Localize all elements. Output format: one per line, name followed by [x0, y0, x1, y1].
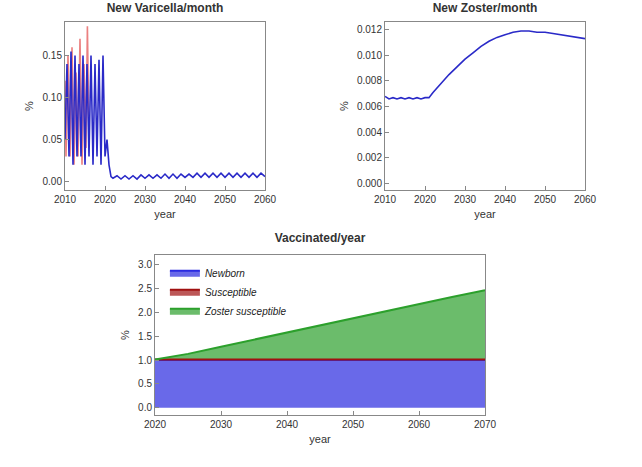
svg-text:2050: 2050 — [214, 194, 237, 205]
svg-text:2030: 2030 — [210, 419, 233, 430]
svg-text:0.012: 0.012 — [357, 24, 382, 35]
svg-text:0.006: 0.006 — [357, 101, 382, 112]
svg-text:year: year — [474, 208, 496, 220]
svg-text:2060: 2060 — [254, 194, 277, 205]
svg-text:2020: 2020 — [144, 419, 167, 430]
svg-text:0.00: 0.00 — [43, 176, 63, 187]
svg-text:2050: 2050 — [342, 419, 365, 430]
svg-text:0.5: 0.5 — [138, 378, 152, 389]
svg-text:0.004: 0.004 — [357, 127, 382, 138]
svg-text:2070: 2070 — [474, 419, 497, 430]
svg-text:0.002: 0.002 — [357, 152, 382, 163]
svg-text:1.5: 1.5 — [138, 331, 152, 342]
svg-text:%: % — [23, 101, 35, 111]
svg-text:Zoster susceptible: Zoster susceptible — [204, 306, 287, 317]
svg-text:New Varicella/month: New Varicella/month — [107, 1, 224, 15]
svg-text:2010: 2010 — [374, 194, 397, 205]
svg-text:2050: 2050 — [534, 194, 557, 205]
svg-text:2020: 2020 — [94, 194, 117, 205]
svg-text:year: year — [309, 433, 331, 445]
svg-text:2030: 2030 — [134, 194, 157, 205]
svg-text:0.10: 0.10 — [43, 92, 63, 103]
svg-text:Vaccinated/year: Vaccinated/year — [275, 231, 366, 245]
svg-text:2020: 2020 — [414, 194, 437, 205]
svg-text:2060: 2060 — [408, 419, 431, 430]
svg-text:%: % — [338, 101, 350, 111]
svg-text:0.008: 0.008 — [357, 75, 382, 86]
svg-text:2040: 2040 — [494, 194, 517, 205]
svg-text:2.0: 2.0 — [138, 307, 152, 318]
svg-text:2010: 2010 — [54, 194, 77, 205]
svg-text:Susceptible: Susceptible — [205, 287, 257, 298]
svg-text:0.000: 0.000 — [357, 178, 382, 189]
svg-text:%: % — [119, 330, 131, 340]
svg-text:1.0: 1.0 — [138, 355, 152, 366]
svg-text:2040: 2040 — [276, 419, 299, 430]
svg-text:year: year — [154, 208, 176, 220]
svg-text:0.010: 0.010 — [357, 50, 382, 61]
svg-text:2060: 2060 — [574, 194, 597, 205]
svg-text:New Zoster/month: New Zoster/month — [433, 1, 538, 15]
svg-text:0.0: 0.0 — [138, 402, 152, 413]
svg-text:2.5: 2.5 — [138, 283, 152, 294]
svg-text:3.0: 3.0 — [138, 259, 152, 270]
svg-text:2030: 2030 — [454, 194, 477, 205]
svg-text:0.05: 0.05 — [43, 134, 63, 145]
svg-text:Newborn: Newborn — [205, 268, 245, 279]
svg-text:2040: 2040 — [174, 194, 197, 205]
svg-text:0.15: 0.15 — [43, 50, 63, 61]
